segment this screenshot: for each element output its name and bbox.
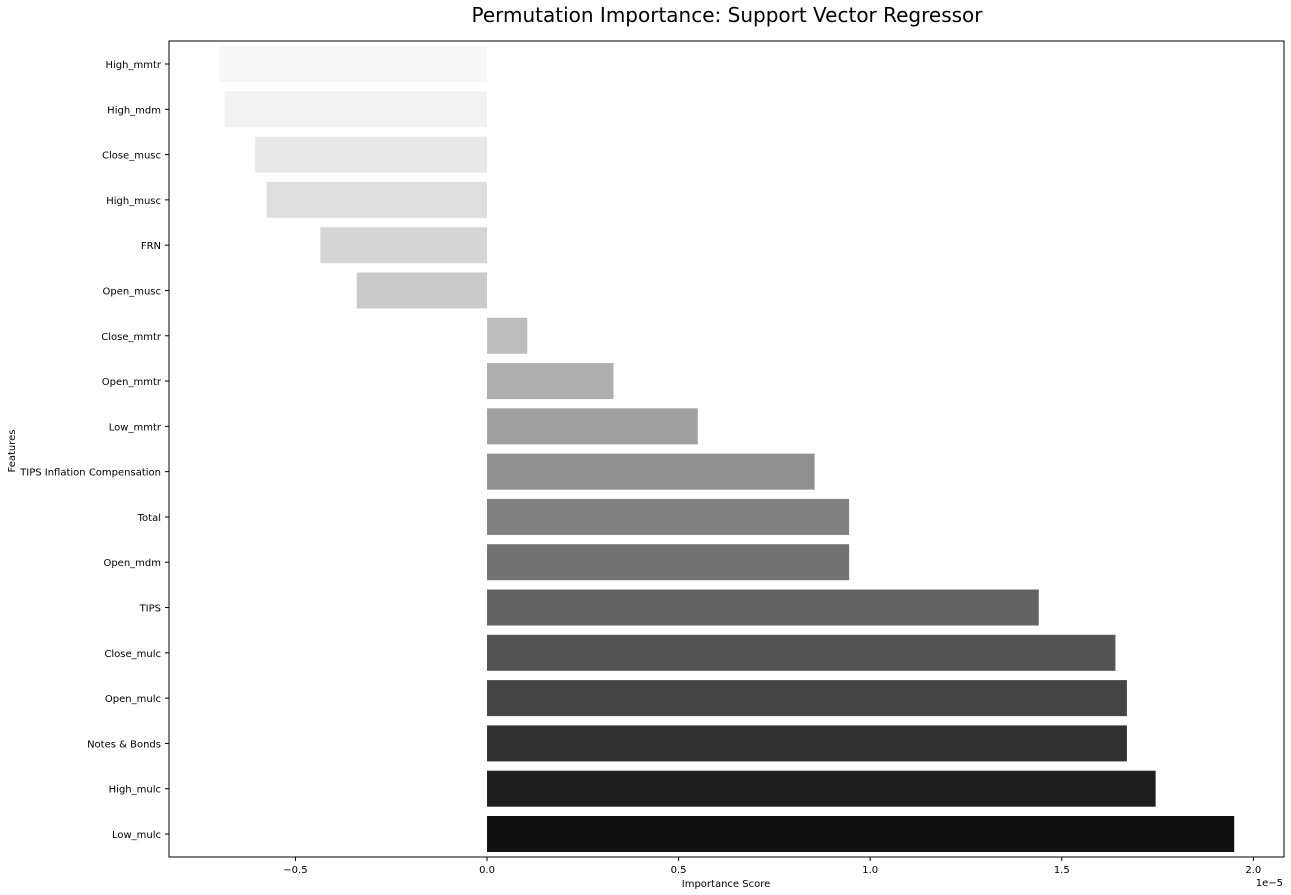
plot-frame bbox=[168, 40, 1285, 858]
y-tick-label: High_musc bbox=[106, 196, 161, 207]
y-tick-label: Low_mulc bbox=[112, 830, 161, 841]
bar-open-musc bbox=[356, 272, 488, 309]
bar-notes-bonds bbox=[487, 725, 1127, 762]
y-tick-label: Open_mulc bbox=[105, 694, 161, 705]
bar-high-mulc bbox=[487, 770, 1156, 807]
y-tick-label: High_mdm bbox=[107, 105, 161, 116]
bar-low-mulc bbox=[487, 816, 1235, 852]
x-tick-label: −0.5 bbox=[283, 865, 307, 876]
x-tick-label: 0.5 bbox=[671, 865, 687, 876]
y-tick-label: Low_mmtr bbox=[109, 422, 162, 433]
y-tick-label: High_mmtr bbox=[106, 60, 162, 71]
y-tick-label: Open_musc bbox=[103, 286, 162, 297]
y-tick-labels: High_mmtr High_mdm Close_musc High_musc FRN O… bbox=[19, 60, 169, 841]
bar-total bbox=[487, 498, 850, 535]
x-tick-label: 2.0 bbox=[1245, 865, 1261, 876]
y-tick-label: Open_mmtr bbox=[102, 377, 162, 388]
bars-group bbox=[218, 46, 1235, 852]
bar-close-mulc bbox=[487, 634, 1116, 671]
bar-open-mdm bbox=[487, 544, 850, 581]
x-offset-label: 1e−5 bbox=[1256, 878, 1283, 889]
bar-frn bbox=[320, 227, 488, 264]
bar-high-mdm bbox=[224, 91, 488, 128]
x-axis-label: Importance Score bbox=[682, 879, 771, 890]
bar-close-mmtr bbox=[487, 317, 528, 354]
bar-tips bbox=[487, 589, 1039, 626]
bar-tips-inflation-compensation bbox=[487, 453, 815, 490]
bar-high-mmtr bbox=[218, 46, 488, 82]
bar-open-mmtr bbox=[487, 363, 614, 400]
x-tick-label: 0.0 bbox=[479, 865, 495, 876]
x-tick-label: 1.0 bbox=[862, 865, 878, 876]
bar-high-musc bbox=[266, 181, 488, 218]
y-tick-label: FRN bbox=[141, 241, 161, 252]
chart-title: Permutation Importance: Support Vector R… bbox=[471, 3, 983, 27]
y-axis-label: Features bbox=[7, 430, 18, 473]
y-tick-label: Close_mulc bbox=[104, 649, 161, 660]
y-tick-label: Close_musc bbox=[102, 151, 161, 162]
y-tick-label: Open_mdm bbox=[103, 558, 161, 569]
x-ticks: −0.5 0.0 0.5 1.0 1.5 2.0 bbox=[283, 857, 1261, 876]
y-tick-label: Notes & Bonds bbox=[87, 739, 161, 750]
y-tick-label: Close_mmtr bbox=[101, 332, 162, 343]
y-tick-label: High_mulc bbox=[109, 785, 161, 796]
y-tick-label: TIPS Inflation Compensation bbox=[19, 468, 161, 479]
bar-close-musc bbox=[255, 136, 488, 173]
x-tick-label: 1.5 bbox=[1054, 865, 1070, 876]
bar-low-mmtr bbox=[487, 408, 698, 445]
y-tick-label: Total bbox=[137, 513, 161, 524]
y-tick-label: TIPS bbox=[139, 604, 161, 615]
bar-open-mulc bbox=[487, 680, 1127, 717]
